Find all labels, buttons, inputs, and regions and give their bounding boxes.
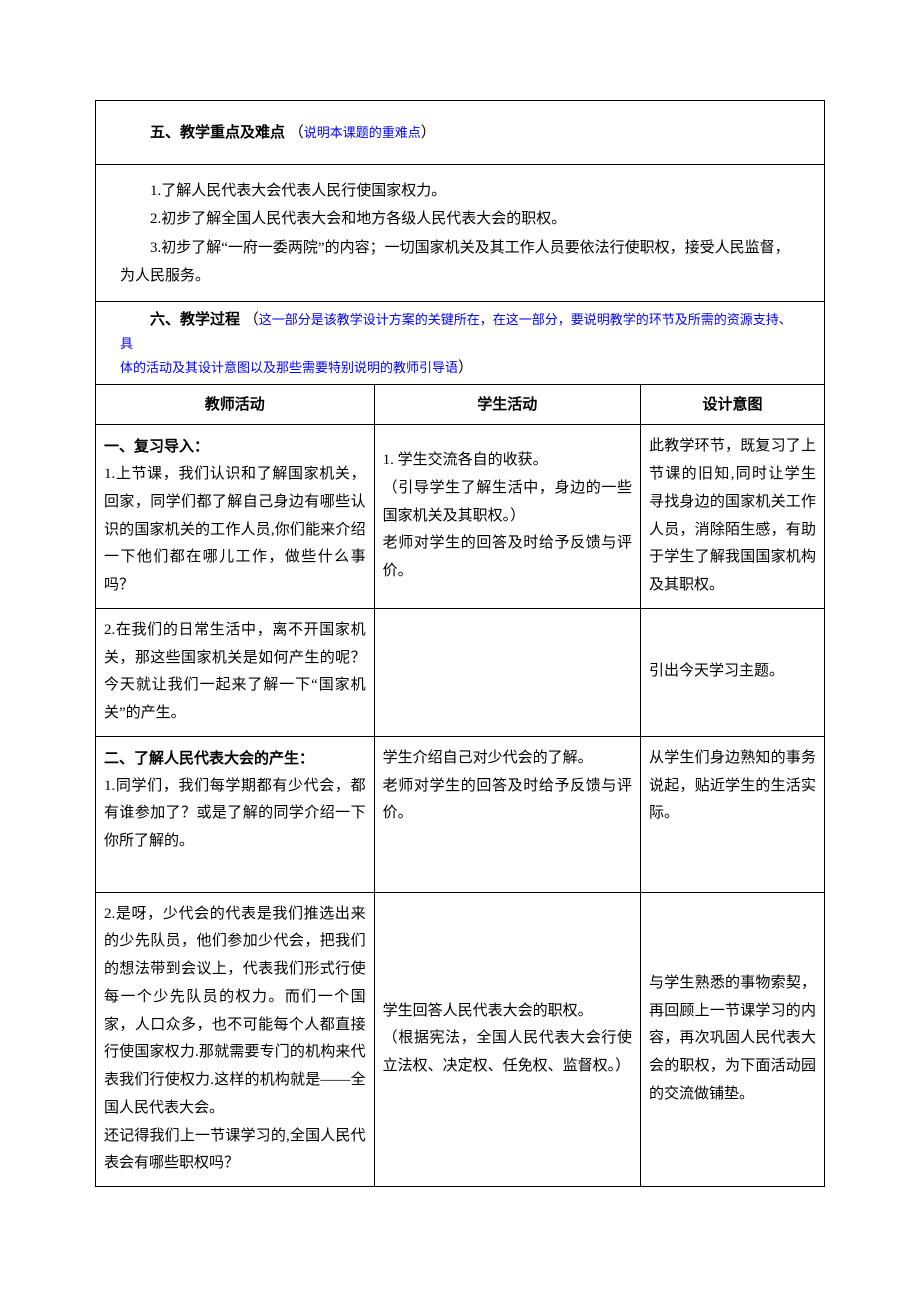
header-intent: 设计意图 <box>641 385 824 425</box>
paren-close: ） <box>421 125 436 141</box>
row1-student-l2: （引导学生了解生活中，身边的一些国家机关及其职权。） <box>383 475 632 531</box>
row1-student-l3: 老师对学生的回答及时给予反馈与评价。 <box>383 530 632 586</box>
section6-title: 六、教学过程 <box>150 311 240 328</box>
cell-student: 1. 学生交流各自的收获。 （引导学生了解生活中，身边的一些国家机关及其职权。）… <box>374 425 640 609</box>
header-teacher: 教师活动 <box>96 385 374 425</box>
cell-intent: 与学生熟悉的事物索契，再回顾上一节课学习的内容，再次巩固人民代表大会的职权，为下… <box>641 892 824 1186</box>
cell-student: 学生介绍自己对少代会的了解。 老师对学生的回答及时给予反馈与评价。 <box>374 736 640 892</box>
row3-teacher-text: 1.同学们，我们每学期都有少代会，都有谁参加了？或是了解的同学介绍一下你所了解的… <box>104 773 366 856</box>
content-block: 1.了解人民代表大会代表人民行使国家权力。 2.初步了解全国人民代表大会和地方各… <box>95 165 825 1188</box>
section5-body: 1.了解人民代表大会代表人民行使国家权力。 2.初步了解全国人民代表大会和地方各… <box>96 165 824 302</box>
sec5-line1: 1.了解人民代表大会代表人民行使国家权力。 <box>120 177 800 206</box>
row1-teacher-text: 1.上节课，我们认识和了解国家机关，回家，同学们都了解自己身边有哪些认识的国家机… <box>104 461 366 600</box>
row1-student-l1: 1. 学生交流各自的收获。 <box>383 447 632 475</box>
sec5-line3: 3.初步了解“一府一委两院”的内容；一切国家机关及其工作人员要依法行使职权，接受… <box>120 234 800 291</box>
document-page: 五、教学重点及难点 （说明本课题的重难点） 1.了解人民代表大会代表人民行使国家… <box>0 0 920 1307</box>
cell-intent: 此教学环节，既复习了上节课的旧知,同时让学生寻找身边的国家机关工作人员，消除陌生… <box>641 425 824 609</box>
row4-teacher-p2: 还记得我们上一节课学习的,全国人民代表会有哪些职权吗？ <box>104 1123 366 1179</box>
sec5-line2: 2.初步了解全国人民代表大会和地方各级人民代表大会的职权。 <box>120 205 800 234</box>
section6-note-l2: 体的活动及其设计意图以及那些需要特别说明的教师引导语 <box>120 360 458 375</box>
paren-open2: （ <box>244 312 259 328</box>
section5-header-box: 五、教学重点及难点 （说明本课题的重难点） <box>95 100 825 165</box>
row3-teacher-bold: 二、了解人民代表大会的产生： <box>104 745 366 773</box>
header-student: 学生活动 <box>374 385 640 425</box>
row4-student-l1: 学生回答人民代表大会的职权。 <box>383 998 632 1026</box>
row3-student-l1: 学生介绍自己对少代会的了解。 <box>383 745 632 773</box>
process-table: 教师活动 学生活动 设计意图 一、复习导入： 1.上节课，我们认识和了解国家机关… <box>96 385 824 1187</box>
cell-teacher: 一、复习导入： 1.上节课，我们认识和了解国家机关，回家，同学们都了解自己身边有… <box>96 425 374 609</box>
table-row: 二、了解人民代表大会的产生： 1.同学们，我们每学期都有少代会，都有谁参加了？或… <box>96 736 824 892</box>
row2-intent: 引出今天学习主题。 <box>649 658 816 686</box>
row4-teacher-p1: 2.是呀，少代会的代表是我们推选出来的少先队员，他们参加少代会，把我们的想法带到… <box>104 901 366 1123</box>
row4-student-l2: （根据宪法，全国人民代表大会行使立法权、决定权、任免权、监督权。） <box>383 1025 632 1081</box>
process-header-row: 教师活动 学生活动 设计意图 <box>96 385 824 425</box>
row4-intent: 与学生熟悉的事物索契，再回顾上一节课学习的内容，再次巩固人民代表大会的职权，为下… <box>649 970 816 1109</box>
table-row: 2.在我们的日常生活中，离不开国家机关，那这些国家机关是如何产生的呢？今天就让我… <box>96 608 824 736</box>
section5-note: 说明本课题的重难点 <box>304 125 421 140</box>
section5-title-line: 五、教学重点及难点 （说明本课题的重难点） <box>120 119 800 148</box>
row2-teacher-text: 2.在我们的日常生活中，离不开国家机关，那这些国家机关是如何产生的呢？今天就让我… <box>104 617 366 728</box>
cell-student <box>374 608 640 736</box>
cell-teacher: 2.是呀，少代会的代表是我们推选出来的少先队员，他们参加少代会，把我们的想法带到… <box>96 892 374 1186</box>
section5-title: 五、教学重点及难点 <box>150 124 285 141</box>
row1-teacher-bold: 一、复习导入： <box>104 433 366 461</box>
section6-header: 六、教学过程 （这一部分是该教学设计方案的关键所在，在这一部分，要说明教学的环节… <box>96 302 824 385</box>
cell-teacher: 2.在我们的日常生活中，离不开国家机关，那这些国家机关是如何产生的呢？今天就让我… <box>96 608 374 736</box>
table-row: 2.是呀，少代会的代表是我们推选出来的少先队员，他们参加少代会，把我们的想法带到… <box>96 892 824 1186</box>
paren-close2: ） <box>458 360 473 376</box>
row1-intent: 此教学环节，既复习了上节课的旧知,同时让学生寻找身边的国家机关工作人员，消除陌生… <box>649 433 816 600</box>
row3-student-l2: 老师对学生的回答及时给予反馈与评价。 <box>383 773 632 829</box>
cell-teacher: 二、了解人民代表大会的产生： 1.同学们，我们每学期都有少代会，都有谁参加了？或… <box>96 736 374 892</box>
row3-intent: 从学生们身边熟知的事务说起，贴近学生的生活实际。 <box>649 745 816 828</box>
paren-open: （ <box>289 125 304 141</box>
cell-intent: 从学生们身边熟知的事务说起，贴近学生的生活实际。 <box>641 736 824 892</box>
table-row: 一、复习导入： 1.上节课，我们认识和了解国家机关，回家，同学们都了解自己身边有… <box>96 425 824 609</box>
cell-intent: 引出今天学习主题。 <box>641 608 824 736</box>
cell-student: 学生回答人民代表大会的职权。 （根据宪法，全国人民代表大会行使立法权、决定权、任… <box>374 892 640 1186</box>
